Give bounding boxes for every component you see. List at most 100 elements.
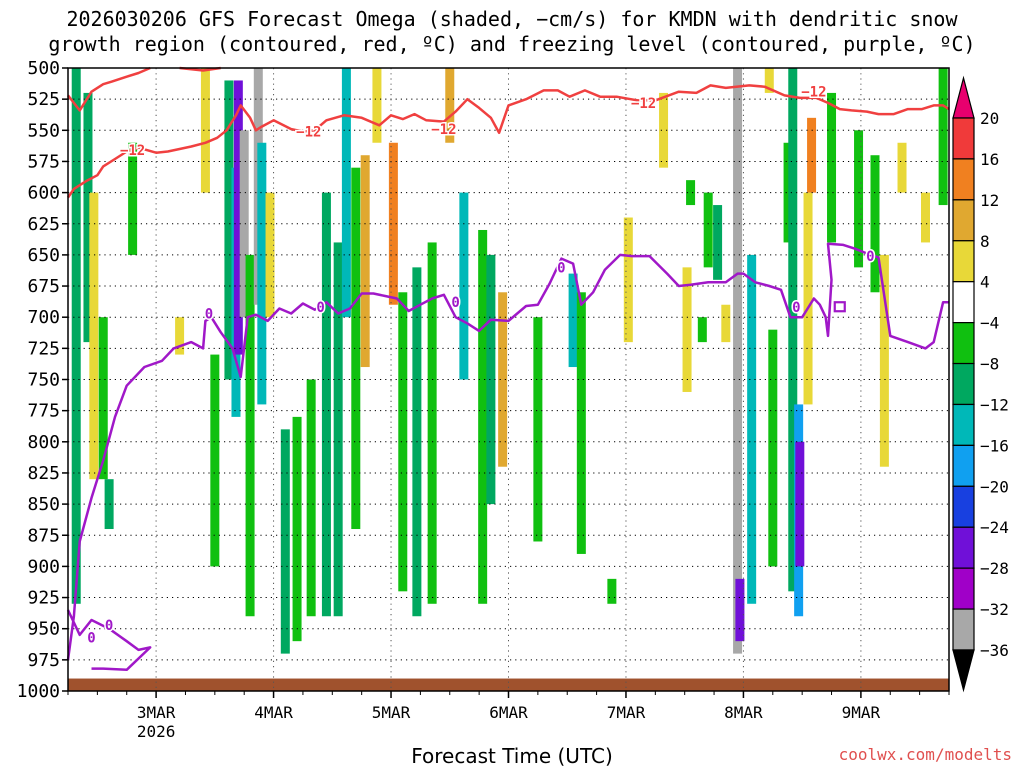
omega-band-58 [827,92,837,243]
colorbar-swatch-11 [952,567,975,610]
omega-band-20 [321,192,331,617]
colorbar-label-2: 12 [980,191,999,210]
omega-band-39 [623,217,633,343]
omega-band-0 [71,68,81,604]
y-tick-label-800: 800 [27,432,60,453]
omega-band-16 [265,192,275,318]
contour-label-5: 0 [87,630,95,646]
x-tick-label-6MAR: 6MAR [489,703,528,722]
y-tick-label-650: 650 [27,245,60,266]
omega-band-59 [854,130,864,268]
y-tick-label-900: 900 [27,556,60,577]
y-tick-label-825: 825 [27,463,60,484]
y-tick-label-925: 925 [27,588,60,609]
x-tick-label-9MAR: 9MAR [842,703,881,722]
colorbar-swatch-3 [952,240,975,283]
omega-band-50 [764,68,774,93]
omega-band-5 [128,142,138,255]
x-tick-label-8MAR: 8MAR [724,703,763,722]
omega-band-36 [568,273,578,368]
omega-band-43 [697,317,707,343]
contour-label-10: 0 [557,260,565,276]
omega-band-55 [795,441,805,567]
omega-band-1 [83,92,93,343]
omega-band-47 [733,68,743,654]
omega-band-37 [576,292,586,554]
colorbar: 20 16 12 8 4 −4 −8 −12 −16 −20 −24 −28 −32 −36 [952,75,1009,693]
y-tick-label-725: 725 [27,338,60,359]
omega-band-2 [89,192,99,480]
colorbar-swatch-0 [952,117,975,160]
freezing-level-contour-0 [66,242,949,661]
y-tick-label-975: 975 [27,650,60,671]
colorbar-label-8: −16 [980,436,1009,455]
credit-link[interactable]: coolwx.com/modelts [838,745,1012,764]
omega-band-21 [333,242,343,617]
omega-band-8 [210,354,220,567]
omega-band-32 [478,229,488,604]
colorbar-label-7: −12 [980,395,1009,414]
omega-band-51 [768,329,778,567]
x-tick-label-3MAR: 3MAR [137,703,176,722]
dgz-contour-2 [179,66,221,72]
omega-band-26 [388,142,398,305]
colorbar-swatch-4 [952,281,975,324]
contour-label-0: −12 [120,143,145,159]
omega-band-23 [351,167,361,530]
colorbar-label-1: 16 [980,150,999,169]
omega-band-57 [807,117,817,193]
chart-title-line-1: 2026030206 GFS Forecast Omega (shaded, −… [66,7,958,31]
omega-band-45 [713,205,723,280]
colorbar-label-9: −20 [980,477,1009,496]
colorbar-swatch-8 [952,444,975,487]
surface-fill [68,678,949,691]
colorbar-swatch-6 [952,362,975,406]
omega-band-63 [921,192,931,243]
chart-title-line-2: growth region (contoured, red, ºC) and f… [48,32,976,56]
y-tick-label-850: 850 [27,494,60,515]
contour-label-7: 0 [205,306,213,322]
omega-band-40 [659,92,669,168]
omega-band-42 [686,180,696,206]
contour-label-9: 0 [451,295,459,311]
omega-band-30 [445,68,455,143]
omega-band-29 [427,242,437,604]
omega-band-18 [292,416,302,642]
omega-band-48 [735,578,745,642]
surface-terrain [68,678,949,691]
omega-band-35 [533,317,543,542]
y-tick-label-525: 525 [27,89,60,110]
omega-band-12 [239,130,249,318]
colorbar-bottom-extension [952,649,975,693]
omega-band-11 [233,80,243,355]
omega-band-19 [306,379,316,617]
y-tick-label-675: 675 [27,276,60,297]
omega-band-17 [280,429,290,654]
y-tick-label-575: 575 [27,151,60,172]
omega-band-27 [398,292,408,592]
contour-label-3: −12 [631,96,656,112]
omega-band-41 [682,267,692,392]
omega-band-33 [486,254,496,505]
omega-band-56 [803,192,813,405]
dgz-contour-1 [67,66,151,112]
contour-label-11: 0 [792,300,800,316]
colorbar-top-extension [952,75,975,119]
omega-band-7 [200,68,210,193]
omega-band-22 [341,68,351,318]
y-tick-label-750: 750 [27,370,60,391]
omega-band-46 [721,304,731,343]
colorbar-label-6: −8 [980,355,999,374]
y-tick-label-1000: 1000 [17,681,60,702]
x-tick-label-4MAR: 4MAR [254,703,293,722]
colorbar-swatch-1 [952,158,975,201]
colorbar-label-10: −24 [980,518,1009,537]
y-tick-label-500: 500 [27,58,60,79]
colorbar-swatch-10 [952,526,975,569]
contour-label-12: 0 [866,249,874,265]
omega-shading [71,68,948,654]
contour-label-6: 0 [105,618,113,634]
colorbar-swatch-7 [952,403,975,446]
